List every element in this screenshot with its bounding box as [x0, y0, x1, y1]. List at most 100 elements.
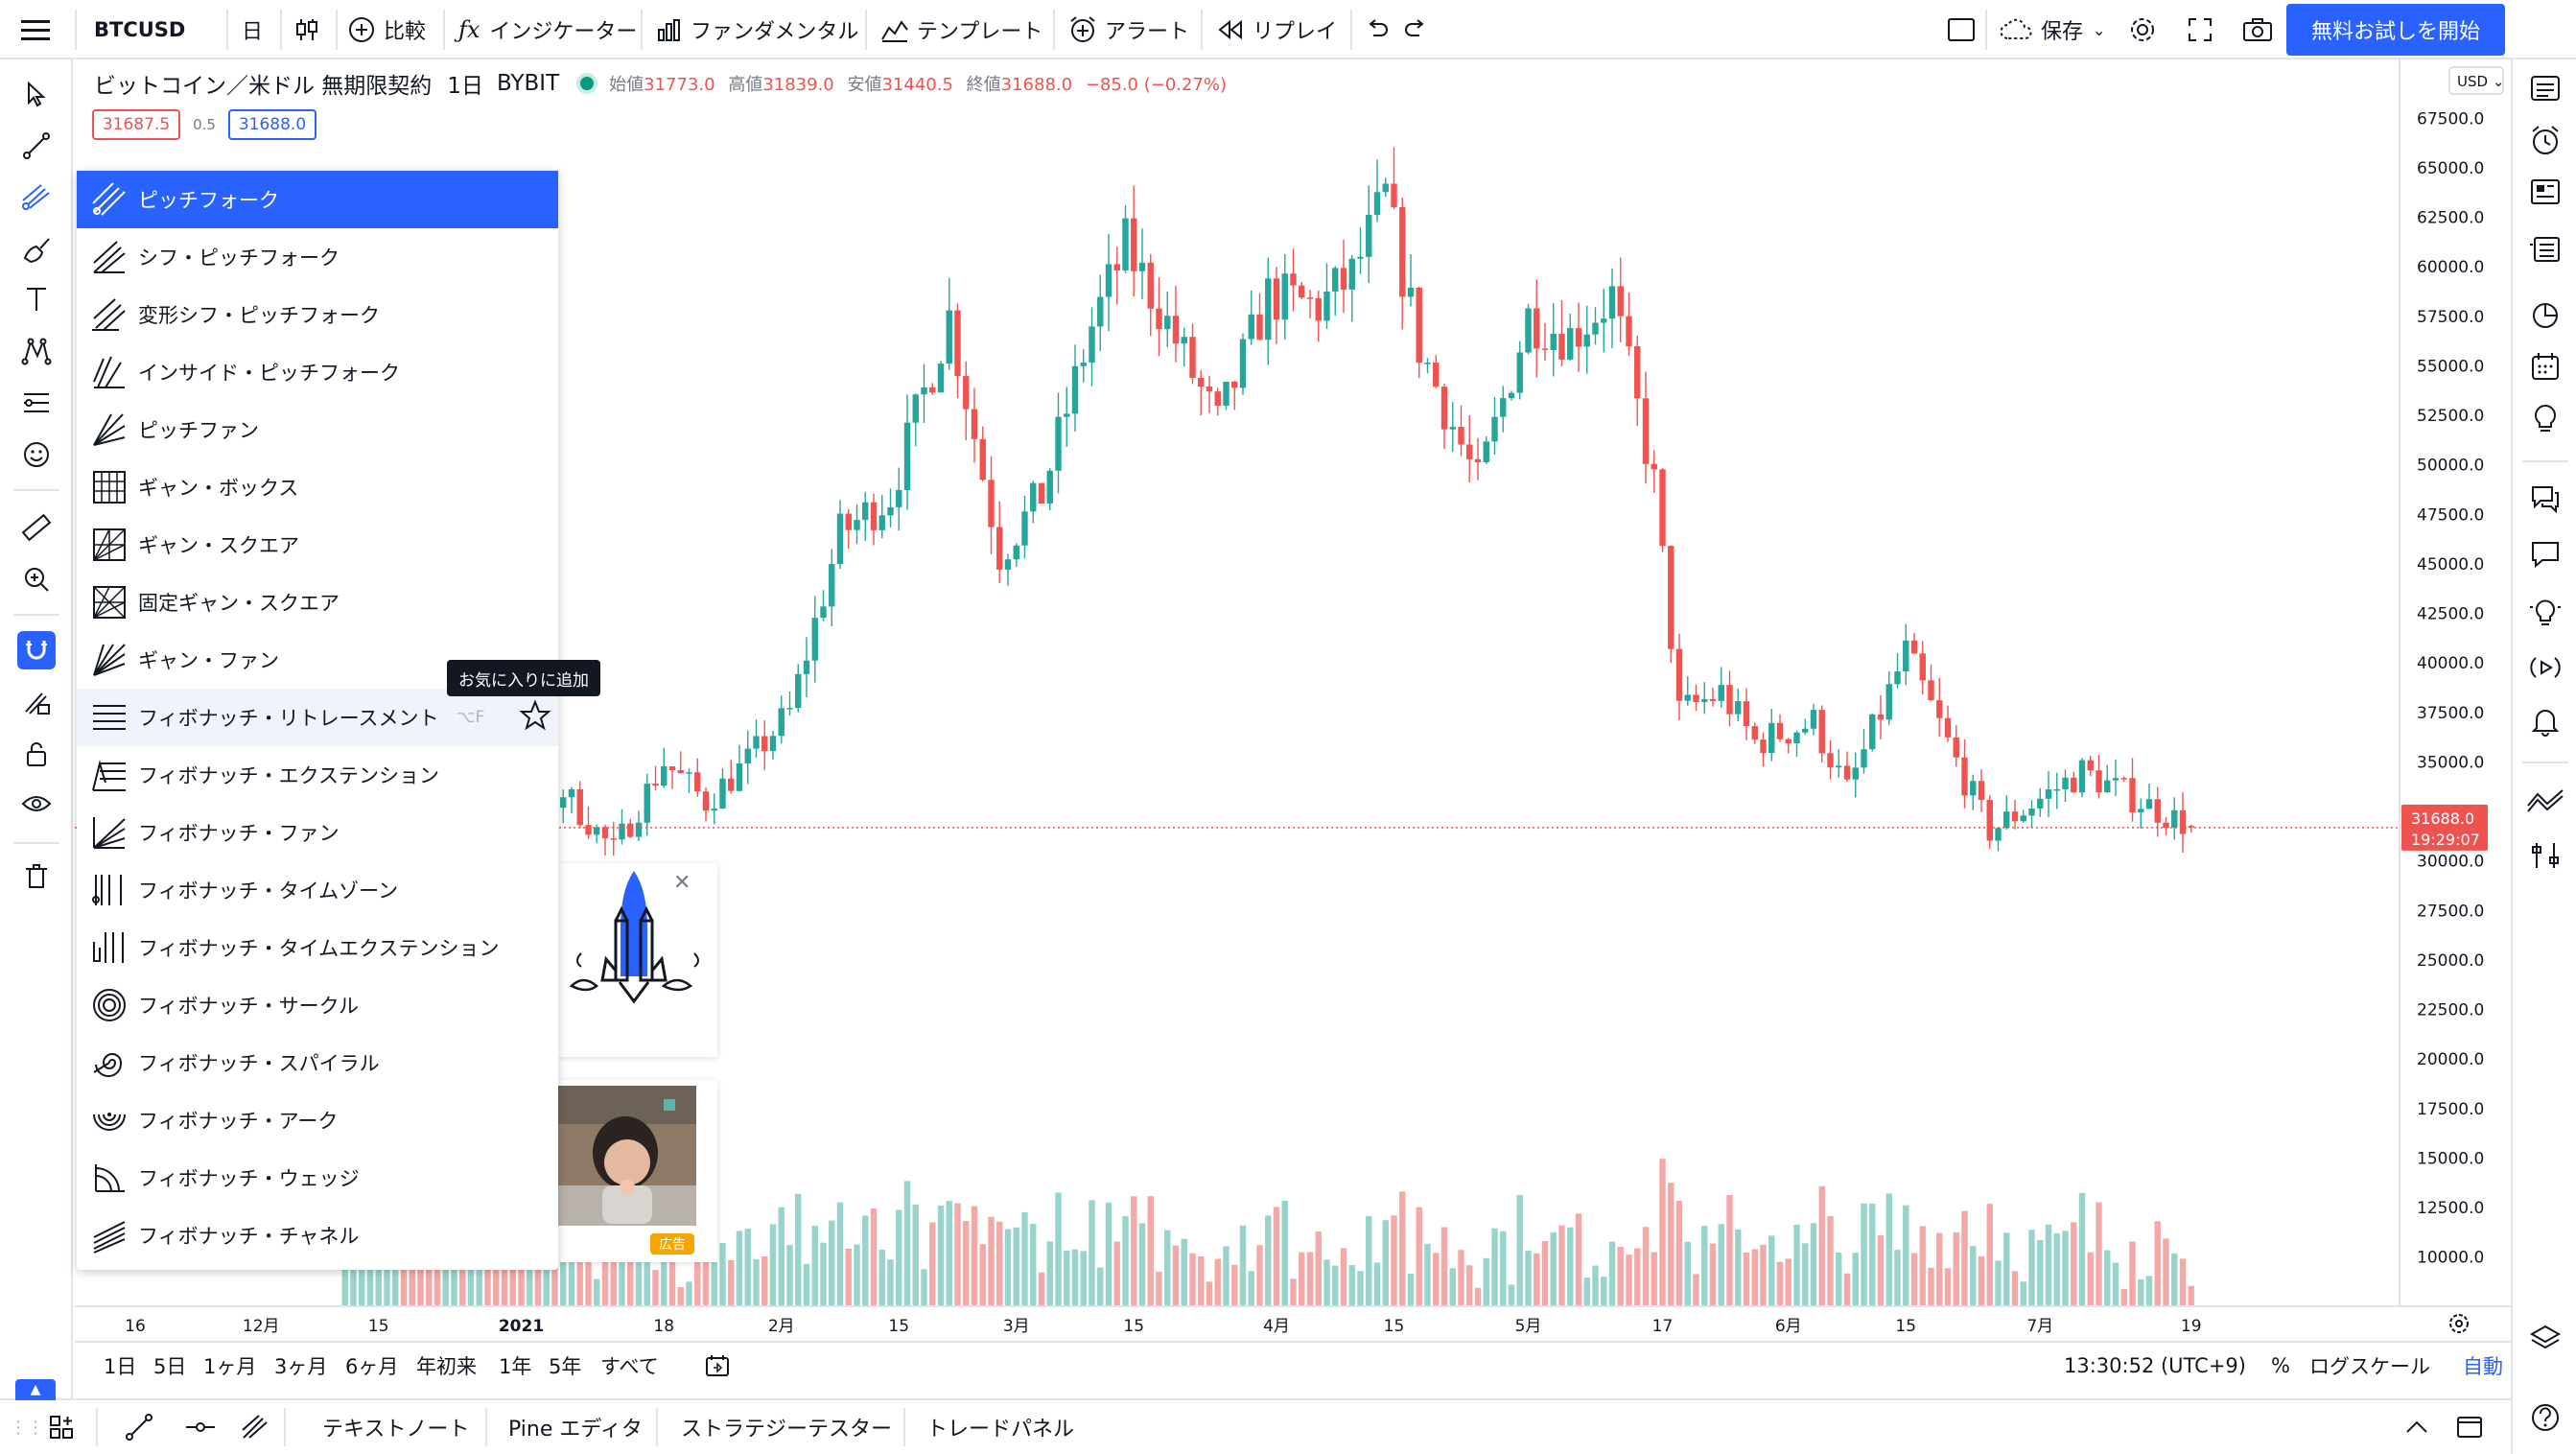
replay-button[interactable]: リプレイ [1216, 0, 1337, 59]
range-1m[interactable]: 1ヶ月 [203, 1355, 257, 1378]
layout-icon[interactable] [1947, 0, 1976, 59]
trend-line-icon[interactable] [17, 127, 56, 165]
templates-button[interactable]: テンプレート [880, 0, 1042, 59]
tool-item-inside-pitchfork[interactable]: インサイド・ピッチフォーク [77, 343, 558, 401]
save-button[interactable]: 保存 ⌄ [1999, 0, 2105, 59]
percent-toggle[interactable]: % [2271, 1354, 2290, 1377]
object-tree-layers-icon[interactable] [2526, 1320, 2564, 1358]
camera-icon[interactable] [2242, 0, 2273, 59]
alert-button[interactable]: アラート [1068, 0, 1189, 59]
tab-pine-editor[interactable]: Pine エディタ [508, 1418, 643, 1442]
interval-button[interactable]: 日 [242, 20, 264, 44]
tab-trade-panel[interactable]: トレードパネル [926, 1418, 1075, 1442]
fullscreen-icon[interactable] [2187, 0, 2213, 59]
tool-item-pitchfan[interactable]: ピッチファン [77, 401, 558, 458]
tool-item-fib-channel[interactable]: フィボナッチ・チャネル [77, 1207, 558, 1264]
news-icon[interactable] [2526, 173, 2564, 211]
tool-item-fib-timezone[interactable]: フィボナッチ・タイムゾーン [77, 861, 558, 919]
dom-icon[interactable] [2526, 836, 2564, 875]
lock-icon[interactable] [17, 735, 56, 773]
help-icon[interactable] [2526, 1398, 2564, 1437]
alerts-clock-icon[interactable] [2526, 121, 2564, 159]
tool-item-fib-extension[interactable]: フィボナッチ・エクステンション [77, 746, 558, 804]
tool-item-gann-fan[interactable]: ギャン・ファン [77, 631, 558, 689]
range-ytd[interactable]: 年初来 [416, 1355, 477, 1378]
tool-item-fib-fan[interactable]: フィボナッチ・ファン [77, 804, 558, 861]
tool-item-fib-time-extension[interactable]: フィボナッチ・タイムエクステンション [77, 919, 558, 976]
tool-item-fib-wedge[interactable]: フィボナッチ・ウェッジ [77, 1149, 558, 1207]
tool-item-fib-circle[interactable]: フィボナッチ・サークル [77, 976, 558, 1034]
fundamentals-button[interactable]: ファンダメンタル [656, 0, 858, 59]
tool-item-pitchfork[interactable]: ピッチフォーク [77, 171, 558, 228]
tool-item-fib-spiral[interactable]: フィボナッチ・スパイラル [77, 1034, 558, 1091]
range-1d[interactable]: 1日 [104, 1355, 137, 1378]
trend-line-shortcut-icon[interactable] [125, 1400, 153, 1454]
range-5y[interactable]: 5年 [549, 1355, 582, 1378]
cursor-icon[interactable] [17, 75, 56, 113]
start-trial-button[interactable]: 無料お試しを開始 [2286, 4, 2505, 56]
tips-bulb-icon[interactable] [2526, 593, 2564, 631]
goto-date-icon[interactable] [704, 1343, 731, 1389]
tool-item-schiff-pitchfork[interactable]: シフ・ピッチフォーク [77, 228, 558, 286]
tool-item-gann-square[interactable]: ギャン・スクエア [77, 516, 558, 574]
range-6m[interactable]: 6ヶ月 [345, 1355, 399, 1378]
clock-readout[interactable]: 13:30:52 (UTC+9) [2064, 1354, 2246, 1377]
settings-gear-icon[interactable] [2127, 0, 2158, 59]
tool-item-modified-schiff-pitchfork[interactable]: 変形シフ・ピッチフォーク [77, 286, 558, 343]
undo-icon[interactable] [1364, 0, 1391, 59]
trash-icon[interactable] [17, 857, 56, 896]
chats-icon[interactable] [2526, 480, 2564, 518]
maximize-panel-icon[interactable] [2455, 1400, 2484, 1454]
pitchfork-shortcut-icon[interactable] [240, 1400, 270, 1454]
range-1y[interactable]: 1年 [499, 1355, 532, 1378]
stay-drawing-icon[interactable] [17, 683, 56, 721]
chat-icon[interactable] [2526, 535, 2564, 574]
trading-panel-icon[interactable] [2526, 781, 2564, 819]
range-5d[interactable]: 5日 [153, 1355, 187, 1378]
favorite-star-icon[interactable] [518, 698, 552, 738]
horizontal-line-shortcut-icon[interactable] [184, 1400, 217, 1454]
pitchfork-tool-icon[interactable] [17, 178, 56, 217]
drag-handle-icon[interactable]: ⋮⋮ [10, 1417, 44, 1438]
tool-item-fib-retracement[interactable]: フィボナッチ・リトレースメント ⌥F [77, 689, 558, 746]
ad-close-icon[interactable]: ✕ [673, 871, 691, 895]
auto-scale-toggle[interactable]: 自動 [2463, 1355, 2503, 1378]
axis-settings-gear-icon[interactable] [2449, 1314, 2469, 1333]
indicators-button[interactable]: ƒx インジケーター [458, 0, 637, 59]
log-scale-toggle[interactable]: ログスケール [2309, 1355, 2430, 1378]
currency-select-button[interactable]: USD ⌄ [2448, 66, 2504, 95]
tab-strategy-tester[interactable]: ストラテジーテスター [681, 1418, 893, 1442]
text-tool-icon[interactable] [17, 280, 56, 318]
emoji-icon[interactable] [17, 435, 56, 474]
tool-item-gann-square-fixed[interactable]: 固定ギャン・スクエア [77, 574, 558, 631]
menu-icon[interactable] [21, 0, 50, 59]
pattern-tool-icon[interactable] [17, 332, 56, 370]
hotlist-icon[interactable] [2526, 295, 2564, 334]
forecast-tool-icon[interactable] [17, 384, 56, 422]
compare-button[interactable]: 比較 [347, 0, 426, 59]
range-all[interactable]: すべて [600, 1355, 659, 1378]
notification-bell-icon[interactable] [2526, 702, 2564, 740]
watchlist-icon[interactable] [2526, 69, 2564, 107]
calendar-icon[interactable] [2526, 347, 2564, 386]
buy-price-button[interactable]: 31688.0 [228, 109, 316, 140]
streams-icon[interactable] [2526, 648, 2564, 687]
scroll-up-chevron-icon[interactable]: ▲ [15, 1379, 56, 1400]
ad-card-rocket[interactable]: ✕ [558, 863, 717, 1057]
ideas-bulb-icon[interactable] [2526, 399, 2564, 437]
brush-icon[interactable] [17, 230, 56, 269]
tool-item-fib-arc[interactable]: フィボナッチ・アーク [77, 1091, 558, 1149]
range-3m[interactable]: 3ヶ月 [274, 1355, 328, 1378]
magnet-icon[interactable] [17, 631, 56, 669]
tool-item-gann-box[interactable]: ギャン・ボックス [77, 458, 558, 516]
data-window-icon[interactable] [2526, 230, 2564, 269]
symbol-search-button[interactable]: BTCUSD [94, 18, 186, 41]
zoom-in-icon[interactable] [17, 560, 56, 598]
tab-text-notes[interactable]: テキストノート [322, 1418, 470, 1442]
widgets-grid-icon[interactable] [48, 1400, 77, 1454]
candle-style-icon[interactable] [293, 0, 320, 59]
sell-price-button[interactable]: 31687.5 [92, 109, 180, 140]
collapse-panel-chevron-up-icon[interactable] [2403, 1400, 2430, 1454]
redo-icon[interactable] [1402, 0, 1429, 59]
eye-icon[interactable] [17, 785, 56, 823]
